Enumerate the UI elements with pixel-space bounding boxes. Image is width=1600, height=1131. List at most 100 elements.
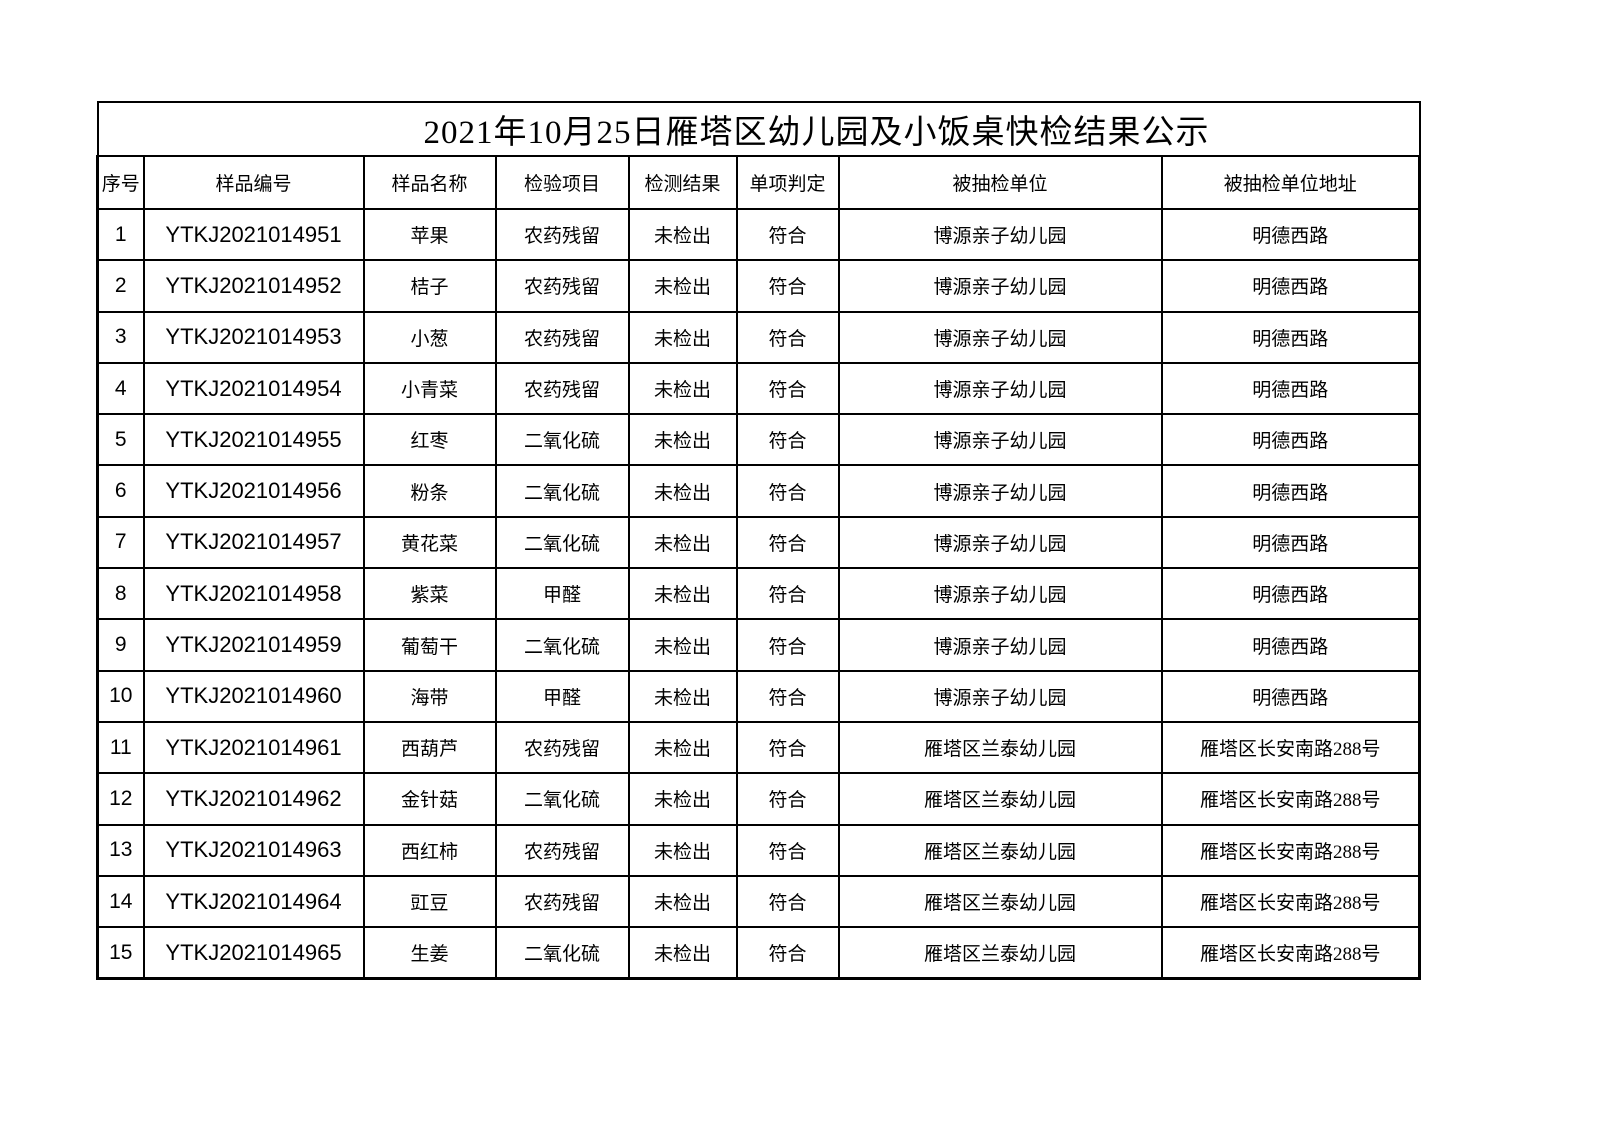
- cell-address: 明德西路: [1160, 669, 1421, 723]
- cell-sample-id: YTKJ2021014955: [142, 413, 365, 467]
- cell-sample-id: YTKJ2021014959: [142, 618, 365, 672]
- cell-test-result: 未检出: [627, 259, 738, 313]
- column-header-sample-id: 样品编号: [142, 155, 365, 210]
- column-header-test-result: 检测结果: [627, 155, 738, 210]
- cell-unit: 博源亲子幼儿园: [837, 567, 1163, 621]
- cell-address: 雁塔区长安南路288号: [1160, 772, 1421, 826]
- table-row: 11 YTKJ2021014961 西葫芦 农药残留 未检出 符合 雁塔区兰泰幼儿园 雁塔区长…: [96, 720, 1421, 775]
- cell-judgment: 符合: [735, 361, 840, 416]
- table-row: 7 YTKJ2021014957 黄花菜 二氧化硫 未检出 符合 博源亲子幼儿园 明德西路: [96, 515, 1421, 570]
- cell-sample-name: 豇豆: [362, 874, 497, 929]
- cell-index: 7: [96, 515, 145, 570]
- cell-judgment: 符合: [735, 926, 840, 981]
- cell-test-item: 二氧化硫: [494, 413, 630, 467]
- cell-sample-id: YTKJ2021014963: [142, 823, 365, 877]
- cell-unit: 雁塔区兰泰幼儿园: [837, 823, 1163, 877]
- cell-index: 2: [96, 259, 145, 313]
- cell-sample-id: YTKJ2021014957: [142, 515, 365, 570]
- cell-test-result: 未检出: [627, 310, 738, 364]
- cell-unit: 博源亲子幼儿园: [837, 515, 1163, 570]
- cell-sample-name: 金针菇: [362, 772, 497, 826]
- cell-sample-id: YTKJ2021014954: [142, 361, 365, 416]
- table-row: 2 YTKJ2021014952 桔子 农药残留 未检出 符合 博源亲子幼儿园 明德西路: [96, 259, 1421, 313]
- cell-judgment: 符合: [735, 567, 840, 621]
- cell-sample-name: 葡萄干: [362, 618, 497, 672]
- cell-sample-id: YTKJ2021014952: [142, 259, 365, 313]
- cell-test-item: 二氧化硫: [494, 772, 630, 826]
- cell-unit: 博源亲子幼儿园: [837, 413, 1163, 467]
- cell-address: 明德西路: [1160, 567, 1421, 621]
- cell-judgment: 符合: [735, 413, 840, 467]
- cell-judgment: 符合: [735, 618, 840, 672]
- cell-test-item: 农药残留: [494, 874, 630, 929]
- cell-sample-id: YTKJ2021014956: [142, 464, 365, 518]
- cell-sample-name: 生姜: [362, 926, 497, 981]
- cell-test-result: 未检出: [627, 772, 738, 826]
- cell-sample-name: 粉条: [362, 464, 497, 518]
- cell-index: 4: [96, 361, 145, 416]
- cell-sample-id: YTKJ2021014958: [142, 567, 365, 621]
- cell-sample-name: 海带: [362, 669, 497, 723]
- cell-unit: 博源亲子幼儿园: [837, 618, 1163, 672]
- table-row: 8 YTKJ2021014958 紫菜 甲醛 未检出 符合 博源亲子幼儿园 明德西路: [96, 567, 1421, 621]
- cell-test-result: 未检出: [627, 823, 738, 877]
- table-row: 4 YTKJ2021014954 小青菜 农药残留 未检出 符合 博源亲子幼儿园 明德西路: [96, 361, 1421, 416]
- cell-index: 12: [96, 772, 145, 826]
- cell-test-result: 未检出: [627, 567, 738, 621]
- cell-index: 14: [96, 874, 145, 929]
- cell-sample-name: 苹果: [362, 207, 497, 262]
- column-header-test-item: 检验项目: [494, 155, 630, 210]
- cell-address: 明德西路: [1160, 413, 1421, 467]
- cell-sample-name: 小葱: [362, 310, 497, 364]
- cell-sample-id: YTKJ2021014965: [142, 926, 365, 981]
- cell-index: 5: [96, 413, 145, 467]
- cell-judgment: 符合: [735, 207, 840, 262]
- cell-address: 明德西路: [1160, 618, 1421, 672]
- cell-sample-id: YTKJ2021014964: [142, 874, 365, 929]
- title-row: 2021年10月25日雁塔区幼儿园及小饭桌快检结果公示: [96, 101, 1421, 157]
- cell-index: 6: [96, 464, 145, 518]
- cell-test-result: 未检出: [627, 720, 738, 775]
- cell-judgment: 符合: [735, 874, 840, 929]
- cell-test-result: 未检出: [627, 669, 738, 723]
- cell-test-result: 未检出: [627, 464, 738, 518]
- cell-unit: 雁塔区兰泰幼儿园: [837, 772, 1163, 826]
- cell-address: 明德西路: [1160, 207, 1421, 262]
- cell-test-item: 农药残留: [494, 207, 630, 262]
- cell-sample-name: 红枣: [362, 413, 497, 467]
- cell-unit: 博源亲子幼儿园: [837, 259, 1163, 313]
- table-header-row: 序号 样品编号 样品名称 检验项目 检测结果 单项判定 被抽检单位 被抽检单位地址: [96, 155, 1421, 210]
- cell-judgment: 符合: [735, 669, 840, 723]
- inspection-results-table: 2021年10月25日雁塔区幼儿园及小饭桌快检结果公示 序号 样品编号 样品名称 检验…: [96, 101, 1421, 981]
- cell-judgment: 符合: [735, 720, 840, 775]
- cell-judgment: 符合: [735, 772, 840, 826]
- cell-index: 10: [96, 669, 145, 723]
- cell-test-item: 甲醛: [494, 567, 630, 621]
- cell-test-result: 未检出: [627, 413, 738, 467]
- cell-sample-name: 桔子: [362, 259, 497, 313]
- cell-sample-id: YTKJ2021014960: [142, 669, 365, 723]
- table-row: 5 YTKJ2021014955 红枣 二氧化硫 未检出 符合 博源亲子幼儿园 明德西路: [96, 413, 1421, 467]
- cell-index: 1: [96, 207, 145, 262]
- cell-test-result: 未检出: [627, 618, 738, 672]
- cell-unit: 博源亲子幼儿园: [837, 669, 1163, 723]
- column-header-judgment: 单项判定: [735, 155, 840, 210]
- cell-sample-name: 西红柿: [362, 823, 497, 877]
- column-header-unit: 被抽检单位: [837, 155, 1163, 210]
- table-row: 1 YTKJ2021014951 苹果 农药残留 未检出 符合 博源亲子幼儿园 明德西路: [96, 207, 1421, 262]
- column-header-index: 序号: [96, 155, 145, 210]
- cell-test-result: 未检出: [627, 207, 738, 262]
- cell-unit: 博源亲子幼儿园: [837, 207, 1163, 262]
- cell-test-result: 未检出: [627, 926, 738, 981]
- cell-unit: 雁塔区兰泰幼儿园: [837, 874, 1163, 929]
- column-header-sample-name: 样品名称: [362, 155, 497, 210]
- cell-unit: 博源亲子幼儿园: [837, 464, 1163, 518]
- table-row: 3 YTKJ2021014953 小葱 农药残留 未检出 符合 博源亲子幼儿园 明德西路: [96, 310, 1421, 364]
- cell-address: 明德西路: [1160, 259, 1421, 313]
- cell-address: 明德西路: [1160, 515, 1421, 570]
- table-row: 9 YTKJ2021014959 葡萄干 二氧化硫 未检出 符合 博源亲子幼儿园 明德西路: [96, 618, 1421, 672]
- cell-test-item: 二氧化硫: [494, 926, 630, 981]
- cell-index: 15: [96, 926, 145, 981]
- cell-index: 8: [96, 567, 145, 621]
- cell-test-item: 二氧化硫: [494, 464, 630, 518]
